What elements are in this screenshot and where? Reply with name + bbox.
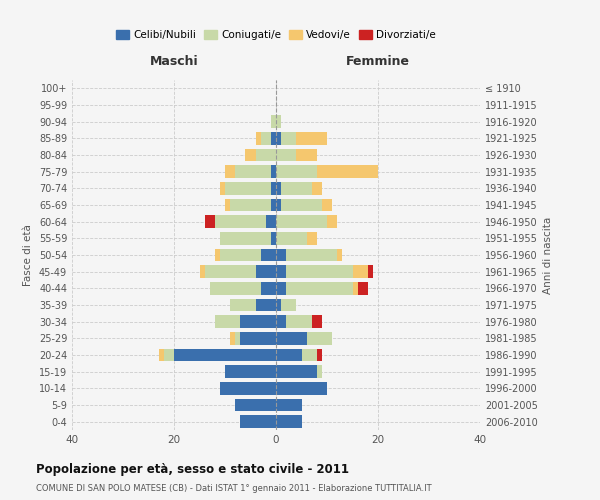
Bar [286,316,312,328]
Bar [276,332,307,344]
Bar [271,182,276,194]
Bar [225,199,230,211]
Bar [220,182,225,194]
Bar [317,349,322,361]
Bar [256,149,276,162]
Bar [317,166,378,178]
Bar [281,182,312,194]
Bar [240,416,276,428]
Bar [260,248,276,261]
Bar [337,248,342,261]
Text: COMUNE DI SAN POLO MATESE (CB) - Dati ISTAT 1° gennaio 2011 - Elaborazione TUTTI: COMUNE DI SAN POLO MATESE (CB) - Dati IS… [36,484,431,493]
Bar [220,232,271,244]
Bar [235,332,240,344]
Bar [245,149,256,162]
Bar [210,282,260,294]
Bar [276,149,296,162]
Bar [302,349,317,361]
Bar [220,248,260,261]
Bar [312,182,322,194]
Bar [276,166,317,178]
Bar [276,282,286,294]
Bar [281,132,296,144]
Bar [276,298,281,311]
Bar [281,298,296,311]
Bar [256,132,260,144]
Bar [235,166,271,178]
Bar [230,298,256,311]
Bar [174,349,276,361]
Bar [276,349,302,361]
Bar [312,316,322,328]
Bar [225,182,271,194]
Bar [215,316,240,328]
Bar [322,199,332,211]
Bar [260,282,276,294]
Bar [276,266,286,278]
Bar [276,199,281,211]
Bar [205,216,215,228]
Bar [276,382,327,394]
Bar [225,166,235,178]
Bar [281,199,322,211]
Bar [260,132,271,144]
Bar [240,332,276,344]
Bar [276,416,302,428]
Bar [240,316,276,328]
Bar [271,232,276,244]
Bar [199,266,205,278]
Bar [358,282,368,294]
Bar [276,316,286,328]
Bar [276,232,307,244]
Bar [276,248,286,261]
Bar [307,232,317,244]
Bar [276,182,281,194]
Bar [230,199,271,211]
Bar [220,382,276,394]
Bar [256,298,276,311]
Bar [276,116,281,128]
Text: Popolazione per età, sesso e stato civile - 2011: Popolazione per età, sesso e stato civil… [36,462,349,475]
Bar [230,332,235,344]
Bar [286,282,353,294]
Bar [327,216,337,228]
Bar [276,399,302,411]
Bar [317,366,322,378]
Bar [215,216,266,228]
Y-axis label: Fasce di età: Fasce di età [23,224,33,286]
Bar [353,282,358,294]
Bar [353,266,368,278]
Bar [271,199,276,211]
Legend: Celibi/Nubili, Coniugati/e, Vedovi/e, Divorziati/e: Celibi/Nubili, Coniugati/e, Vedovi/e, Di… [112,26,440,44]
Bar [296,149,317,162]
Y-axis label: Anni di nascita: Anni di nascita [543,216,553,294]
Bar [205,266,256,278]
Bar [286,248,337,261]
Bar [158,349,164,361]
Bar [296,132,327,144]
Bar [266,216,276,228]
Bar [368,266,373,278]
Bar [225,366,276,378]
Bar [276,216,327,228]
Bar [276,366,317,378]
Text: Maschi: Maschi [149,56,199,68]
Bar [215,248,220,261]
Bar [271,132,276,144]
Bar [307,332,332,344]
Bar [164,349,174,361]
Text: Femmine: Femmine [346,56,410,68]
Bar [286,266,353,278]
Bar [271,166,276,178]
Bar [256,266,276,278]
Bar [271,116,276,128]
Bar [276,132,281,144]
Bar [235,399,276,411]
